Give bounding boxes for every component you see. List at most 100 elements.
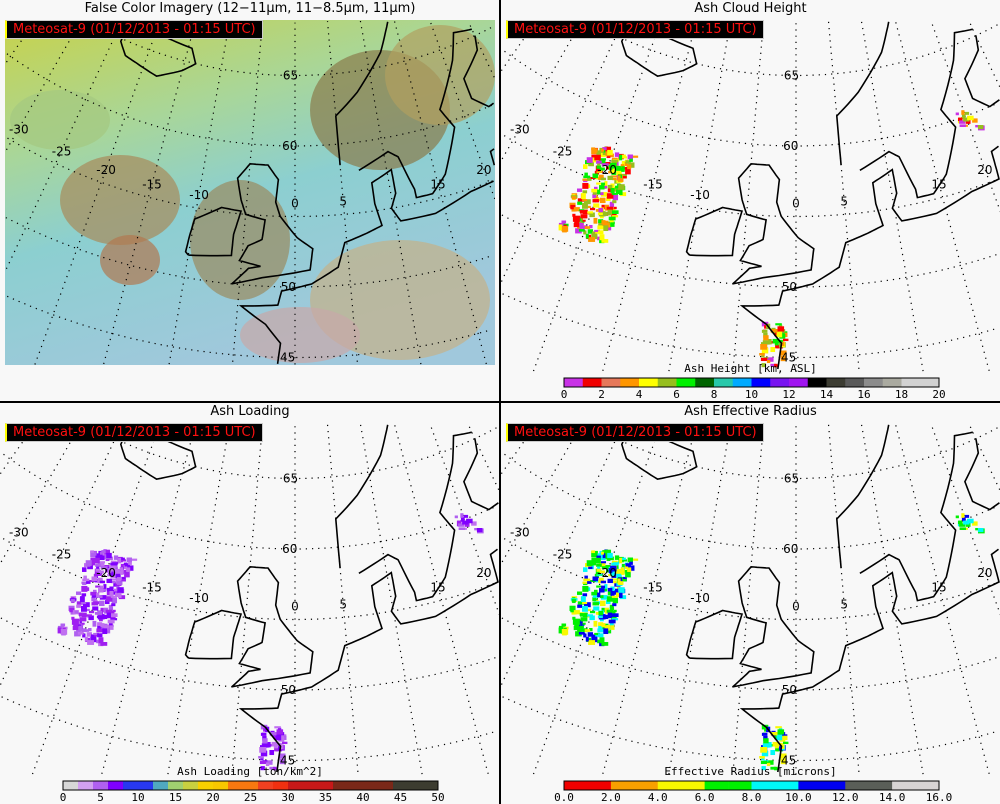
ash-pixel bbox=[558, 224, 563, 231]
colorbar-segment bbox=[333, 781, 349, 790]
ash-pixel bbox=[601, 566, 609, 570]
ash-pixel bbox=[577, 201, 583, 205]
ash-pixel bbox=[615, 588, 619, 592]
colorbar-tick-label: 5 bbox=[97, 791, 104, 804]
ash-pixel bbox=[596, 160, 602, 164]
ash-pixel bbox=[279, 758, 285, 765]
colorbar-segment bbox=[798, 781, 823, 790]
lon-label: -20 bbox=[597, 566, 617, 580]
ash-pixel bbox=[578, 632, 585, 635]
coastline-britain bbox=[732, 162, 815, 285]
colorbar-segment bbox=[882, 378, 902, 387]
ash-pixel bbox=[575, 610, 580, 614]
ash-pixel bbox=[582, 178, 589, 181]
ash-pixel bbox=[600, 551, 604, 555]
ash-pixel bbox=[602, 150, 608, 156]
colorbar: 0 5 10 15 20 25 30 35 40 45 50 bbox=[60, 780, 445, 804]
latitude-line bbox=[504, 453, 998, 550]
ash-pixel bbox=[612, 194, 619, 201]
ash-pixel bbox=[959, 124, 966, 128]
ash-pixel bbox=[109, 565, 116, 572]
ash-pixel bbox=[596, 165, 602, 169]
ash-pixel bbox=[603, 614, 609, 620]
lon-label: -20 bbox=[597, 163, 617, 177]
colorbar-segment bbox=[153, 781, 169, 790]
colorbar-segment bbox=[826, 378, 846, 387]
colorbar-segment bbox=[704, 781, 729, 790]
lon-label: -30 bbox=[9, 122, 29, 136]
coastline-continent bbox=[739, 145, 1000, 370]
ash-pixel bbox=[604, 181, 608, 187]
ash-pixel bbox=[587, 211, 593, 214]
latitude-line bbox=[502, 293, 998, 359]
ash-pixel bbox=[605, 162, 611, 165]
ash-pixel bbox=[81, 593, 87, 597]
ash-pixel bbox=[109, 571, 114, 577]
lat-label: 65 bbox=[283, 68, 298, 82]
colorbar-tick-label: 2 bbox=[598, 388, 605, 401]
ash-pixel bbox=[594, 632, 600, 636]
ash-pixel bbox=[613, 609, 617, 613]
ash-pixel bbox=[602, 147, 607, 151]
lat-label: 65 bbox=[784, 471, 799, 485]
lon-label: -30 bbox=[510, 525, 530, 539]
coastlines bbox=[119, 424, 499, 773]
ash-pixel bbox=[975, 528, 981, 531]
colorbar-tick-label: 10 bbox=[131, 791, 144, 804]
ash-pixel bbox=[777, 326, 785, 332]
ash-pixel bbox=[262, 738, 268, 744]
colorbar-tick-label: 4.0 bbox=[648, 791, 668, 804]
ash-pixel bbox=[775, 323, 782, 326]
ash-pixel bbox=[115, 573, 121, 579]
longitude-line bbox=[468, 425, 500, 490]
colorbar-segment bbox=[751, 378, 771, 387]
ash-pixel bbox=[629, 561, 633, 565]
ash-pixel bbox=[571, 209, 576, 212]
ash-pixel bbox=[597, 566, 601, 569]
ash-pixel bbox=[599, 234, 605, 241]
ash-pixel bbox=[599, 555, 606, 561]
ash-pixel bbox=[588, 163, 593, 167]
ash-pixel bbox=[780, 355, 786, 362]
coastline-continent bbox=[238, 548, 499, 773]
ash-pixel bbox=[603, 628, 609, 635]
colorbar-segment bbox=[582, 378, 602, 387]
ash-pixel bbox=[625, 572, 631, 578]
ash-pixel bbox=[282, 741, 288, 745]
ash-pixel bbox=[582, 586, 589, 592]
longitude-line bbox=[969, 22, 1000, 87]
colorbar-segment bbox=[423, 781, 439, 790]
ash-pixel bbox=[780, 758, 786, 765]
lat-label: 50 bbox=[281, 683, 296, 697]
colorbar-tick-label: 50 bbox=[431, 791, 444, 804]
colorbar-tick-label: 35 bbox=[319, 791, 332, 804]
ash-pixel bbox=[761, 757, 765, 761]
ash-pixel bbox=[598, 221, 603, 228]
ash-pixel bbox=[579, 222, 584, 229]
satellite-timestamp-badge: Meteosat-9 (01/12/2013 - 01:15 UTC) bbox=[5, 423, 263, 442]
ash-pixel bbox=[69, 607, 75, 613]
ash-pixel bbox=[594, 557, 601, 564]
ash-pixel bbox=[629, 158, 633, 162]
ash-pixel bbox=[107, 556, 113, 561]
ash-pixel bbox=[598, 611, 604, 616]
longitude-line bbox=[501, 424, 583, 563]
ash-pixel bbox=[597, 150, 601, 154]
ash-pixel bbox=[107, 624, 114, 630]
panel-title: False Color Imagery (12−11μm, 11−8.5μm, … bbox=[84, 1, 416, 16]
colorbar-segment bbox=[378, 781, 394, 790]
ash-pixel bbox=[84, 636, 88, 642]
lon-label: -20 bbox=[96, 163, 116, 177]
ash-pixel bbox=[103, 584, 107, 590]
colorbar-segment bbox=[821, 781, 846, 790]
ash-pixel bbox=[598, 561, 606, 568]
lat-label: 50 bbox=[281, 280, 296, 294]
ash-pixel bbox=[601, 585, 605, 589]
ash-pixel bbox=[778, 324, 783, 327]
colorbar-tick-label: 40 bbox=[356, 791, 369, 804]
colorbar-segment bbox=[639, 378, 659, 387]
ash-pixel bbox=[588, 566, 593, 570]
longitude-line bbox=[468, 22, 495, 78]
ash-pixel bbox=[81, 586, 88, 592]
ash-pixel bbox=[128, 561, 132, 565]
